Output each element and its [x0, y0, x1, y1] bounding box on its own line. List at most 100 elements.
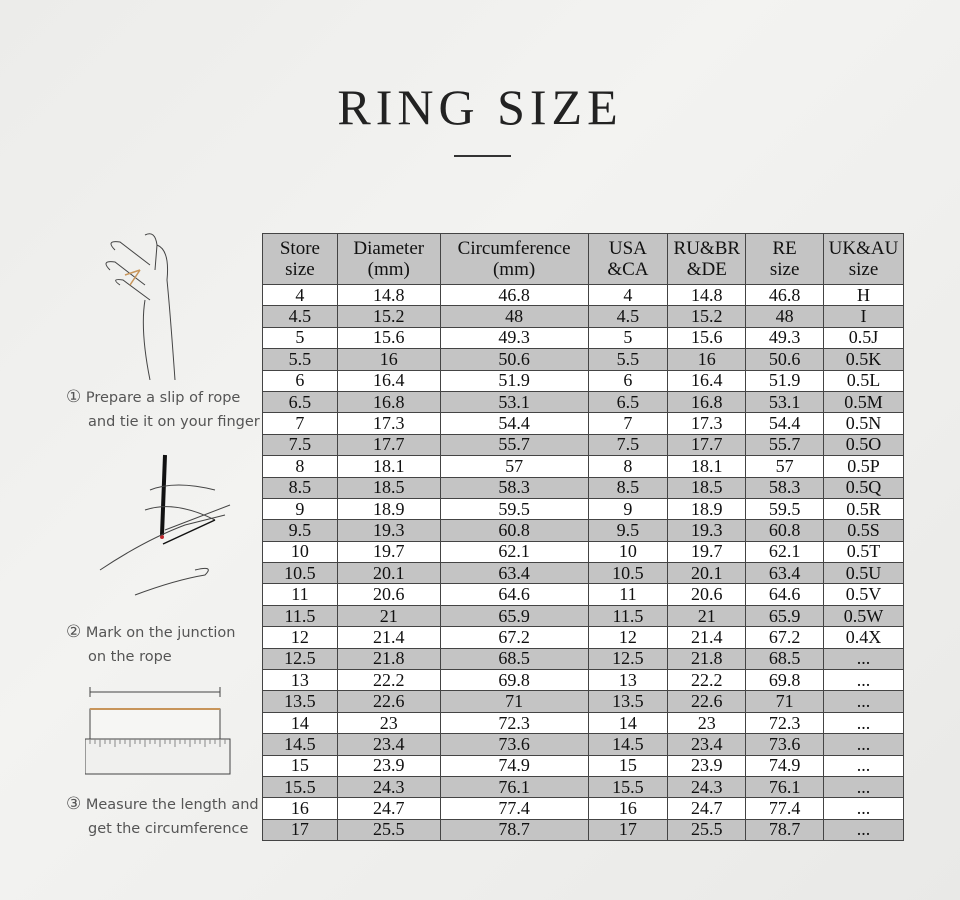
hand-rope-illustration: [105, 233, 176, 380]
table-cell: 62.1: [745, 540, 825, 564]
table-cell: 16: [587, 797, 669, 820]
table-cell: 17.7: [667, 433, 747, 457]
ruler-measure-illustration: [85, 687, 231, 775]
table-cell: 15.6: [667, 326, 747, 350]
table-cell: 18.5: [667, 476, 747, 499]
step-3-instruction: ③ Measure the length and get the circumf…: [66, 794, 259, 837]
table-cell: 12.5: [587, 647, 669, 671]
table-cell: ...: [823, 775, 904, 799]
table-cell: 11.5: [587, 604, 669, 628]
ring-size-table: Store size Diameter (mm) Circumference (mm) US…: [262, 233, 904, 842]
table-cell: 20.1: [336, 562, 441, 585]
column-header-line: size: [769, 259, 800, 280]
column-header: Diameter (mm): [336, 233, 441, 285]
table-row: 17 25.5 78.7 17 25.5 78.7...: [262, 818, 904, 842]
table-cell: 67.2: [745, 626, 825, 649]
table-cell: 0.4X: [823, 626, 904, 649]
step-2-instruction: ② Mark on the junction on the rope: [66, 622, 236, 665]
table-row: 7 17.3 54.4 7 17.3 54.4 0.5N: [262, 412, 904, 435]
table-row: 14 23 72.3 14 23 72.3...: [262, 711, 904, 735]
table-row: 8 18.1 57 8 18.1 57 0.5P: [262, 455, 904, 478]
table-cell: 0.5V: [823, 583, 904, 606]
column-header: Circumference (mm): [439, 233, 589, 285]
table-cell: 21: [667, 604, 747, 628]
table-cell: 51.9: [439, 369, 589, 392]
table-cell: 17.3: [336, 412, 441, 435]
column-header: RU&BR &DE: [667, 233, 747, 285]
table-cell: 0.5S: [823, 519, 904, 542]
table-cell: 15.2: [667, 305, 747, 328]
table-cell: 13: [262, 669, 338, 692]
table-cell: 24.7: [336, 797, 441, 820]
table-row: 15 23.9 74.9 15 23.9 74.9...: [262, 754, 904, 777]
column-header-line: Circumference: [457, 238, 571, 259]
table-cell: 9.5: [587, 519, 669, 542]
table-cell: 58.3: [745, 476, 825, 499]
table-cell: 57: [745, 455, 825, 478]
table-cell: 63.4: [439, 562, 589, 585]
table-cell: 0.5L: [823, 369, 904, 392]
table-cell: 64.6: [439, 583, 589, 606]
table-cell: 16.4: [336, 369, 441, 392]
table-cell: 0.5P: [823, 455, 904, 478]
column-header-line: Diameter: [353, 238, 425, 259]
table-cell: 13.5: [262, 690, 338, 713]
title-divider: [454, 155, 511, 157]
table-cell: I: [823, 305, 904, 328]
table-cell: 7.5: [262, 433, 338, 457]
table-row: 12 21.4 67.2 12 21.4 67.2 0.4X: [262, 626, 904, 649]
table-row: 8.5 18.5 58.3 8.5 18.5 58.3 0.5Q: [262, 476, 904, 499]
column-header-line: (mm): [367, 259, 410, 280]
table-cell: 49.3: [439, 326, 589, 350]
column-header-line: UK&AU: [828, 238, 899, 259]
table-cell: 73.6: [745, 733, 825, 756]
column-header-line: Store: [279, 238, 320, 259]
table-cell: 14.5: [587, 733, 669, 756]
table-cell: 46.8: [439, 283, 589, 307]
table-cell: 0.5N: [823, 412, 904, 435]
table-cell: 10: [587, 540, 669, 564]
table-cell: 20.6: [336, 583, 441, 606]
table-cell: 4.5: [587, 305, 669, 328]
table-cell: 14.8: [336, 283, 441, 307]
table-cell: 7.5: [587, 433, 669, 457]
table-cell: 16.8: [336, 390, 441, 414]
table-cell: 13.5: [587, 690, 669, 713]
column-header: USA &CA: [587, 233, 669, 285]
table-cell: ...: [823, 690, 904, 713]
table-cell: 57: [439, 455, 589, 478]
table-cell: 21: [336, 604, 441, 628]
table-row: 4 14.8 46.8 4 14.8 46.8 H: [262, 283, 904, 307]
table-cell: 12.5: [262, 647, 338, 671]
table-cell: 5: [262, 326, 338, 350]
table-cell: 21.4: [336, 626, 441, 649]
table-cell: 4: [262, 283, 338, 307]
table-cell: 15.5: [587, 775, 669, 799]
table-cell: 78.7: [439, 818, 589, 842]
table-cell: 74.9: [439, 754, 589, 777]
table-cell: 0.5O: [823, 433, 904, 457]
table-cell: 9.5: [262, 519, 338, 542]
column-header-line: USA: [608, 238, 647, 259]
table-cell: 54.4: [745, 412, 825, 435]
table-cell: 53.1: [439, 390, 589, 414]
table-cell: 20.1: [667, 562, 747, 585]
table-cell: 5.5: [262, 348, 338, 371]
table-row: 7.5 17.7 55.7 7.5 17.7 55.7 0.5O: [262, 433, 904, 457]
table-cell: 54.4: [439, 412, 589, 435]
column-header-line: RE: [772, 238, 797, 259]
table-row: 4.5 15.2 48 4.5 15.2 48 I: [262, 305, 904, 328]
table-cell: 16: [262, 797, 338, 820]
table-cell: 76.1: [439, 775, 589, 799]
step-1-instruction: ① Prepare a slip of rope and tie it on y…: [66, 387, 260, 430]
table-cell: 22.2: [336, 669, 441, 692]
table-cell: 19.3: [667, 519, 747, 542]
table-cell: 9: [262, 497, 338, 521]
table-cell: 17: [262, 818, 338, 842]
table-cell: 0.5M: [823, 390, 904, 414]
table-cell: 21.8: [336, 647, 441, 671]
table-cell: 17: [587, 818, 669, 842]
table-cell: 23.4: [667, 733, 747, 756]
table-cell: 22.6: [336, 690, 441, 713]
table-cell: 18.5: [336, 476, 441, 499]
